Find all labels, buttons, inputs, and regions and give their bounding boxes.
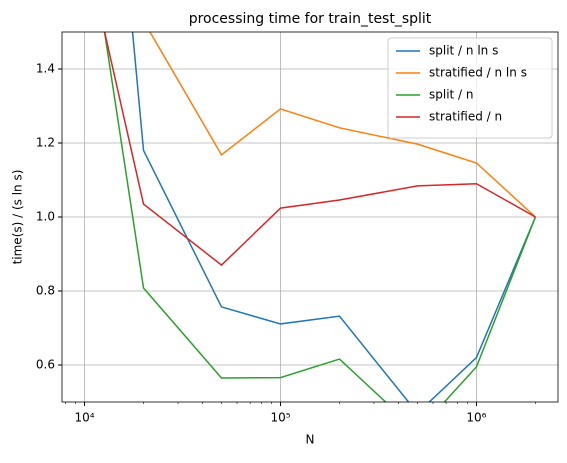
legend-label: split / n ln s — [429, 44, 498, 58]
chart-title: processing time for train_test_split — [189, 11, 432, 27]
x-tick-label: 10⁵ — [270, 411, 290, 425]
y-tick-label: 0.8 — [36, 284, 55, 298]
x-tick-label: 10⁴ — [74, 411, 94, 425]
y-tick-label: 1.4 — [36, 62, 55, 76]
y-tick-label: 0.6 — [36, 358, 55, 372]
line-series — [103, 32, 537, 402]
line-series — [149, 32, 536, 218]
legend-box — [387, 37, 553, 139]
x-axis-label: N — [306, 433, 315, 447]
y-tick-label: 1.0 — [36, 210, 55, 224]
legend-label: stratified / n ln s — [429, 66, 527, 80]
x-tick-label: 10⁶ — [466, 411, 486, 425]
legend-label: stratified / n — [429, 110, 502, 124]
line-series — [131, 32, 537, 402]
line-series — [103, 32, 536, 267]
y-tick-label: 1.2 — [36, 136, 55, 150]
plot-frame — [61, 31, 559, 403]
legend-label: split / n — [429, 88, 474, 102]
y-axis-label: time(s) / (s ln s) — [11, 170, 25, 265]
plot-area — [103, 32, 537, 402]
